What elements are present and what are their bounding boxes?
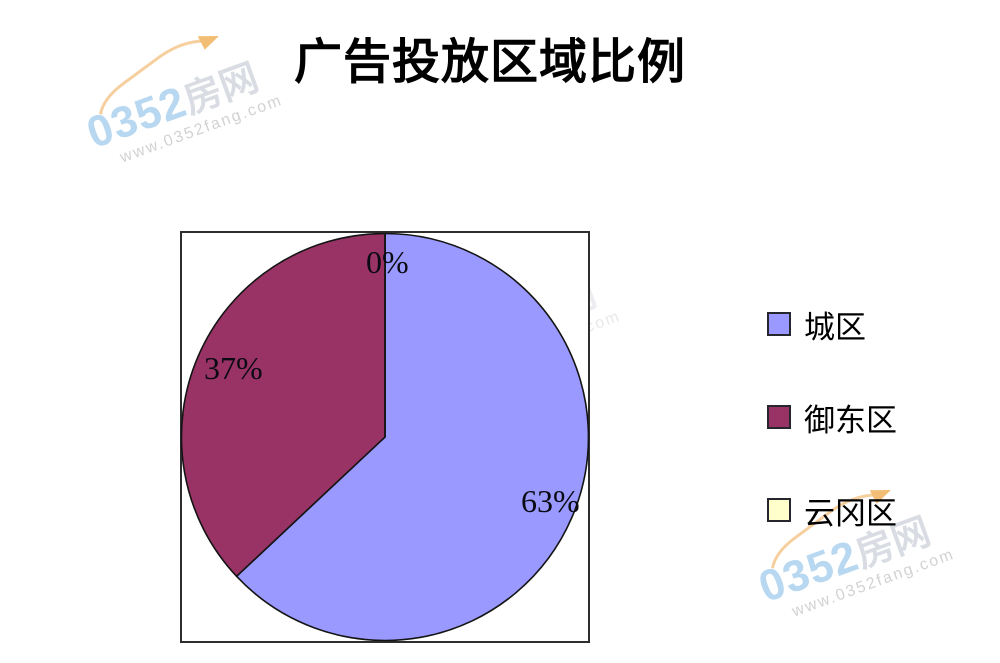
slice-label-yungang: 0% — [366, 244, 409, 280]
legend-item-yudong: 御东区 — [766, 399, 897, 438]
watermark-bottom-right: 0352房网 www.0352fang.com — [741, 463, 973, 629]
car-swoosh-icon — [771, 490, 891, 569]
slice-label-chengqu: 63% — [521, 483, 580, 519]
legend-label-yudong: 御东区 — [804, 402, 897, 438]
watermark-top-left: 0352房网 www.0352fang.com — [69, 9, 301, 175]
pie-chart — [180, 232, 590, 642]
legend-label-yungang: 云冈区 — [804, 495, 897, 531]
car-swoosh-icon — [99, 36, 219, 115]
legend-swatch-yungang — [767, 498, 791, 522]
page-title: 广告投放区域比例 — [293, 36, 686, 89]
slice-label-yudong: 37% — [204, 350, 263, 386]
legend-swatch-yudong — [767, 405, 791, 429]
legend-label-chengqu: 城区 — [804, 309, 866, 345]
legend-swatch-chengqu — [767, 312, 791, 336]
pie-slice-chengqu — [235, 232, 590, 642]
legend-item-yungang: 云冈区 — [766, 492, 897, 531]
pie-slice-yudong — [180, 232, 386, 578]
legend-item-chengqu: 城区 — [766, 306, 897, 345]
legend: 城区 御东区 云冈区 — [766, 306, 897, 585]
